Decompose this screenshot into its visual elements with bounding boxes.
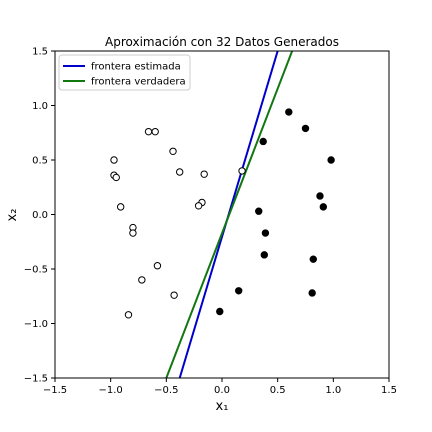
open-point (129, 229, 137, 237)
filled-point (309, 255, 317, 263)
y-tick-label: 0.5 (32, 156, 48, 167)
plot-area (110, 51, 335, 378)
filled-point (285, 108, 293, 116)
x-axis-label: x₁ (216, 399, 229, 414)
open-point (169, 147, 177, 155)
filled-point (261, 229, 270, 237)
open-point (151, 127, 159, 136)
x-tick-label: 0.0 (214, 385, 230, 396)
filled-point (301, 124, 310, 133)
legend-box (58, 54, 191, 91)
open-point (144, 127, 153, 136)
filled-point (255, 207, 263, 215)
data-points (110, 108, 335, 319)
open-point (200, 170, 208, 178)
open-point (110, 156, 118, 164)
open-point (112, 173, 120, 182)
x-tick-label: −1.0 (99, 385, 123, 396)
open-point (170, 291, 178, 299)
boundary-lines (165, 51, 294, 378)
x-tick-label: 1.0 (325, 385, 341, 396)
open-point (124, 311, 133, 319)
y-tick-label: −1.5 (24, 374, 48, 385)
filled-point (316, 192, 324, 200)
open-point (238, 167, 246, 175)
filled-point (319, 203, 328, 211)
y-tick-label: 1.0 (32, 101, 48, 112)
y-tick-label: −1.0 (24, 319, 48, 330)
filled-point (327, 156, 335, 164)
open-point (194, 202, 203, 210)
filled-point (259, 137, 267, 146)
x-tick-label: 1.5 (381, 385, 397, 396)
legend-label: frontera verdadera (91, 77, 186, 88)
x-tick-label: −0.5 (154, 385, 178, 396)
true-boundary-line (165, 51, 294, 378)
y-tick-label: −0.5 (24, 265, 48, 276)
legend-label: frontera estimada (91, 62, 181, 73)
y-tick-label: 1.5 (32, 47, 48, 58)
legend: frontera estimada frontera verdadera (58, 54, 191, 91)
x-tick-label: 0.5 (270, 385, 286, 396)
open-point (138, 276, 146, 284)
open-point (116, 203, 125, 211)
x-tick-label: −1.5 (43, 385, 67, 396)
filled-point (235, 287, 243, 295)
plot-frame (54, 50, 390, 379)
filled-point (308, 289, 316, 297)
open-point (175, 168, 184, 176)
filled-point (216, 307, 224, 316)
y-tick-label: 0.0 (32, 210, 48, 221)
open-point (153, 262, 162, 270)
chart-title: Aproximación con 32 Datos Generados (105, 35, 339, 49)
filled-point (260, 251, 269, 259)
y-axis: −1.5 −1.0 −0.5 0.0 0.5 1.0 1.5 (24, 47, 55, 385)
x-axis: −1.5 −1.0 −0.5 0.0 0.5 1.0 1.5 (43, 378, 397, 396)
y-axis-label: x₂ (5, 209, 20, 222)
